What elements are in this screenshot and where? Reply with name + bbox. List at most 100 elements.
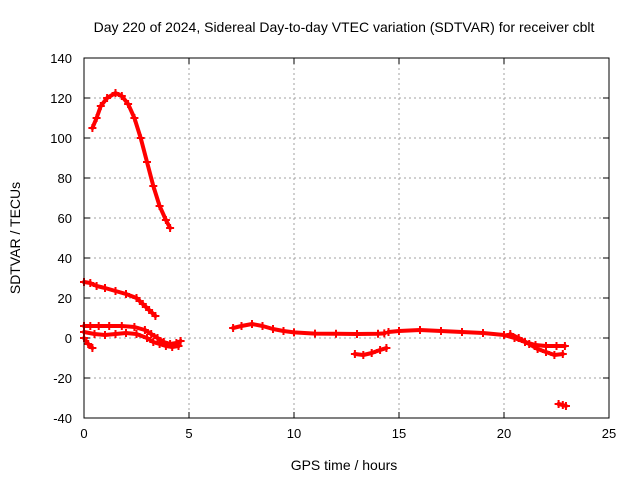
data-point xyxy=(395,327,403,335)
data-point xyxy=(279,327,288,335)
data-point xyxy=(525,340,534,348)
data-point xyxy=(155,202,164,210)
data-point xyxy=(84,340,93,348)
series-line xyxy=(231,322,387,336)
data-point xyxy=(117,92,126,100)
data-point xyxy=(384,328,393,336)
y-tick-label: 100 xyxy=(50,131,72,146)
data-point xyxy=(552,342,561,350)
data-point xyxy=(533,345,542,353)
y-tick-label: 60 xyxy=(58,211,72,226)
series-line xyxy=(90,91,173,230)
data-point xyxy=(380,329,389,338)
data-point xyxy=(86,322,95,330)
data-point xyxy=(514,334,523,342)
data-point xyxy=(166,224,175,232)
data-point xyxy=(130,114,139,122)
series-arc-day-b xyxy=(384,326,569,350)
y-axis-label: SDTVAR / TECUs xyxy=(7,182,23,294)
data-point xyxy=(367,349,376,357)
data-point xyxy=(359,351,368,359)
data-point xyxy=(353,330,361,338)
data-point xyxy=(117,322,126,330)
y-tick-label: 120 xyxy=(50,91,72,106)
data-point xyxy=(149,182,158,190)
data-point xyxy=(122,290,130,298)
y-tick-label: 140 xyxy=(50,51,72,66)
data-point xyxy=(88,124,97,132)
y-tick-label: 20 xyxy=(58,291,72,306)
series-line xyxy=(82,280,158,318)
tick-layer: 0 5 10 15 20 25 -40 -20 0 20 40 60 80 100 120 140 xyxy=(50,51,616,441)
data-point xyxy=(90,330,99,338)
series-arc-outlier xyxy=(554,400,570,410)
data-point xyxy=(111,287,120,295)
data-point xyxy=(94,322,103,330)
data-point xyxy=(248,320,256,328)
x-tick-label: 5 xyxy=(185,426,192,441)
data-point xyxy=(174,342,183,350)
y-tick-label: -40 xyxy=(53,411,72,426)
data-point xyxy=(145,306,154,314)
data-point xyxy=(350,350,359,358)
data-point xyxy=(561,402,570,410)
data-point xyxy=(237,322,246,330)
data-point xyxy=(151,312,160,320)
data-point xyxy=(86,279,95,287)
y-tick-label: -20 xyxy=(53,371,72,386)
data-point xyxy=(101,331,109,339)
data-point xyxy=(558,350,567,358)
data-point xyxy=(149,338,158,346)
data-point xyxy=(96,102,105,110)
data-point xyxy=(103,94,112,102)
data-point xyxy=(258,322,267,330)
data-point xyxy=(550,351,559,359)
data-point xyxy=(143,158,151,166)
data-point xyxy=(92,114,101,122)
data-point xyxy=(290,328,298,337)
series-arc-high xyxy=(88,89,175,232)
x-tick-label: 10 xyxy=(287,426,301,441)
data-point xyxy=(140,326,149,334)
data-point xyxy=(382,344,391,352)
series-arc-day-a xyxy=(229,320,389,338)
data-point xyxy=(124,100,133,108)
data-point xyxy=(376,346,385,354)
x-tick-label: 0 xyxy=(80,426,87,441)
chart-title: Day 220 of 2024, Sidereal Day-to-day VTE… xyxy=(94,19,595,35)
data-point xyxy=(130,323,139,331)
data-point xyxy=(161,216,170,224)
x-axis-label: GPS time / hours xyxy=(291,457,398,473)
data-point xyxy=(138,300,147,308)
series-arc-mid xyxy=(80,278,160,320)
data-point xyxy=(111,330,120,338)
x-tick-label: 20 xyxy=(497,426,511,441)
data-point xyxy=(229,324,238,332)
data-point xyxy=(88,344,97,352)
data-point xyxy=(105,322,114,330)
plot-frame xyxy=(83,57,610,419)
data-point xyxy=(147,330,156,338)
data-point xyxy=(122,329,130,337)
data-point xyxy=(479,329,487,337)
series-arc-low-a xyxy=(80,322,185,348)
data-point xyxy=(332,329,340,338)
data-point xyxy=(269,325,277,333)
series-arc-dip xyxy=(350,344,391,359)
data-point xyxy=(155,340,164,348)
grid-layer xyxy=(84,58,609,418)
data-point xyxy=(560,342,569,350)
data-point xyxy=(153,334,162,342)
series-layer xyxy=(80,89,570,410)
x-tick-label: 15 xyxy=(392,426,406,441)
series-arc-day-c xyxy=(506,330,567,359)
data-point xyxy=(132,330,141,338)
y-tick-label: 0 xyxy=(65,331,72,346)
data-point xyxy=(132,294,141,302)
data-point xyxy=(92,282,101,290)
data-point xyxy=(136,134,145,142)
data-point xyxy=(143,334,151,342)
data-point xyxy=(542,348,550,356)
